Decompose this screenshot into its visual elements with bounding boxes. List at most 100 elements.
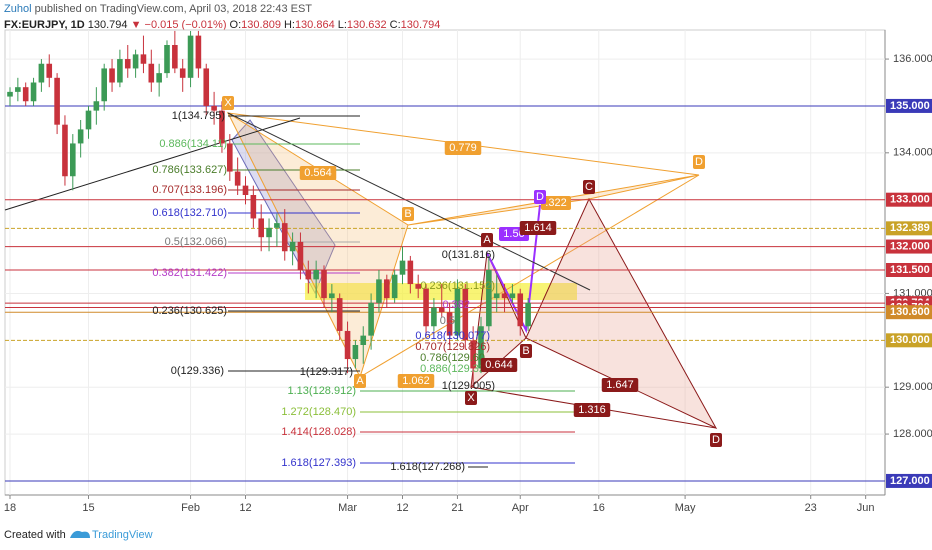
fib-label: 0.382 xyxy=(442,299,470,311)
price-tag-label: 132.389 xyxy=(890,222,930,234)
candle-body xyxy=(234,171,241,186)
pattern-label-bg xyxy=(520,344,532,358)
candle-body xyxy=(258,218,264,238)
pattern-label: 1.062 xyxy=(402,375,430,387)
price-tag xyxy=(886,221,932,236)
pattern-label-bg xyxy=(573,403,611,417)
last: 130.794 xyxy=(87,19,128,31)
candle-body xyxy=(438,307,445,313)
fib-label: 1(129.317) xyxy=(300,366,353,378)
pattern-label-bg xyxy=(519,221,557,235)
candle-body xyxy=(525,302,531,327)
fib-label: 1.272(128.470) xyxy=(281,406,356,418)
ohlc-key: C: xyxy=(389,19,401,31)
y-tick-label: 129.000 xyxy=(893,381,932,393)
fib-label: 0.236(130.625) xyxy=(152,305,227,317)
price-tag-label: 135.000 xyxy=(890,100,930,112)
candle-body xyxy=(156,73,162,83)
pattern-label-bg xyxy=(541,196,571,210)
pattern-label: 1.50 xyxy=(503,228,524,240)
candle-body xyxy=(407,260,414,285)
candle-body xyxy=(517,293,524,327)
x-tick-label: 15 xyxy=(82,502,94,514)
candle-body xyxy=(187,35,194,78)
pattern-label: B xyxy=(522,345,529,357)
pattern-label-bg xyxy=(354,374,366,388)
fib-label: 0.707(133.196) xyxy=(152,184,227,196)
price-tag-label: 130.600 xyxy=(890,306,930,318)
candle-body xyxy=(132,54,139,69)
candle-body xyxy=(368,302,374,336)
brand[interactable]: TradingView xyxy=(92,529,153,541)
price-tag xyxy=(886,239,932,254)
price-tag xyxy=(886,333,932,348)
fib-label: 0.886(134.11) xyxy=(159,138,227,150)
pattern-label: D xyxy=(712,434,720,446)
plot-frame xyxy=(4,29,886,496)
x-tick-label: 16 xyxy=(593,502,605,514)
fib-label: 0.5(132.066) xyxy=(165,236,227,248)
price-tag xyxy=(886,305,932,320)
x-tick-label: Apr xyxy=(512,502,529,514)
candle-body xyxy=(313,270,319,280)
fib-label: 1.414(128.028) xyxy=(281,426,356,438)
pattern-label-bg xyxy=(465,391,477,405)
published: published on TradingView.com, April 03, … xyxy=(34,3,313,15)
candle-body xyxy=(344,330,351,360)
ohlc-value: 130.809 xyxy=(241,19,281,31)
candle-body xyxy=(384,279,390,299)
pattern-line xyxy=(359,174,700,378)
pattern-label-bg xyxy=(402,207,414,221)
fib-label: 1.13(128.912) xyxy=(288,385,357,397)
fib-label: 0.786(133.627) xyxy=(152,164,227,176)
price-tag xyxy=(886,98,932,113)
ohlc-value: 130.794 xyxy=(400,19,441,31)
pattern-label-bg xyxy=(710,433,722,447)
x-tick-label: 21 xyxy=(451,502,463,514)
candle-body xyxy=(470,340,476,369)
x-tick-label: 23 xyxy=(805,502,817,514)
author[interactable]: Zuhol xyxy=(4,3,32,15)
candle-body xyxy=(446,312,453,336)
fib-label: 0.382(131.422) xyxy=(152,267,227,279)
pattern-label: X xyxy=(224,97,232,109)
x-tick-label: 18 xyxy=(4,502,16,514)
trendline xyxy=(4,117,301,211)
candle-body xyxy=(423,288,429,327)
candle-body xyxy=(360,335,367,345)
pattern-label: 1.614 xyxy=(524,222,552,234)
price-tag-label: 127.000 xyxy=(890,475,930,487)
candle-body xyxy=(219,110,225,144)
candle-body xyxy=(242,185,249,195)
created-with: Created with xyxy=(4,529,66,541)
y-tick-label: 134.000 xyxy=(893,147,932,159)
fib-label: 1(129.005) xyxy=(442,380,495,392)
candle-body xyxy=(305,270,312,280)
pattern-label-bg xyxy=(601,378,639,392)
fib-label: 0.786(129.60 xyxy=(420,352,485,364)
candle-body xyxy=(15,87,21,92)
x-tick-label: Feb xyxy=(181,502,200,514)
price-tag xyxy=(886,263,932,277)
candle-body xyxy=(22,87,29,102)
pattern-label: 1.647 xyxy=(606,379,634,391)
candle-body xyxy=(148,63,155,83)
candle-body xyxy=(376,279,382,303)
candle-body xyxy=(117,59,123,83)
candle-body xyxy=(462,288,469,341)
fib-label: 1(134.795) xyxy=(172,110,225,122)
candle-body xyxy=(211,105,217,111)
candle-body xyxy=(109,68,115,83)
x-tick-label: 12 xyxy=(239,502,251,514)
fib-label: 1.618(127.268) xyxy=(390,461,465,473)
candle-body xyxy=(172,45,178,69)
trendline xyxy=(227,112,591,291)
fib-label: 0.5 xyxy=(440,315,455,327)
pattern-label: 1.316 xyxy=(578,404,606,416)
publish-line: Zuhol published on TradingView.com, Apri… xyxy=(4,3,312,15)
candle-body xyxy=(352,345,359,360)
candle-body xyxy=(124,59,131,69)
candle-body xyxy=(281,223,288,252)
